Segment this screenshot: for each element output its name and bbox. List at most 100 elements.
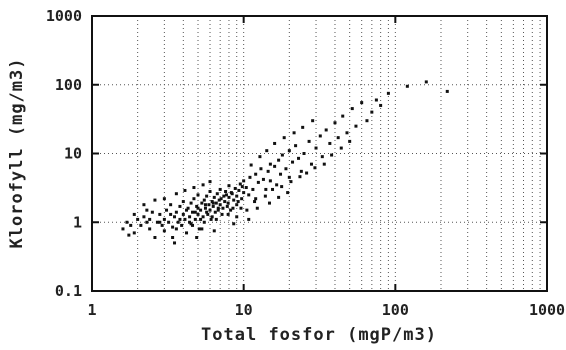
data-point: [320, 155, 324, 159]
data-point: [192, 186, 196, 190]
data-point: [201, 215, 205, 219]
data-point: [318, 134, 322, 138]
data-point: [222, 194, 226, 198]
data-point: [165, 208, 169, 212]
data-point: [125, 220, 129, 224]
data-point: [158, 220, 162, 224]
data-point: [255, 206, 259, 210]
data-point: [256, 180, 260, 184]
data-point: [176, 220, 180, 224]
data-point: [181, 200, 185, 204]
data-point: [247, 193, 251, 197]
data-point: [185, 208, 189, 212]
data-point: [324, 128, 328, 132]
data-point: [229, 208, 233, 212]
data-point: [333, 121, 337, 125]
x-axis-label: Total fosfor (mgP/m3): [201, 325, 437, 345]
data-point: [191, 210, 195, 214]
data-point: [214, 217, 218, 221]
data-point: [169, 212, 173, 216]
data-point: [153, 198, 157, 202]
data-point: [239, 206, 243, 210]
data-point: [214, 201, 218, 205]
data-point: [245, 208, 249, 212]
data-point: [174, 227, 178, 231]
data-point: [386, 91, 390, 95]
data-point: [185, 231, 189, 235]
data-point: [200, 201, 204, 205]
data-point: [322, 162, 326, 166]
data-point: [148, 217, 152, 221]
data-point: [244, 186, 248, 190]
data-point: [445, 89, 449, 93]
data-point: [208, 180, 212, 184]
data-point: [162, 229, 166, 233]
data-point: [309, 162, 313, 166]
data-point: [221, 206, 225, 210]
data-point: [217, 198, 221, 202]
data-point: [253, 200, 257, 204]
data-point: [178, 217, 182, 221]
data-point: [258, 155, 262, 159]
data-point: [328, 141, 332, 145]
data-point: [254, 172, 258, 176]
data-point: [298, 175, 302, 179]
data-point: [231, 206, 235, 210]
data-point: [280, 185, 284, 189]
x-tick-label: 100: [382, 301, 409, 319]
data-point: [203, 203, 207, 207]
data-point: [202, 198, 206, 202]
data-point: [277, 158, 281, 162]
data-point: [275, 183, 279, 187]
data-point: [259, 167, 263, 171]
data-point: [199, 217, 203, 221]
data-point: [254, 197, 258, 201]
data-point: [196, 193, 200, 197]
data-point: [336, 136, 340, 140]
data-point: [263, 194, 267, 198]
data-point: [365, 119, 369, 123]
data-point: [183, 217, 187, 221]
data-point: [233, 186, 237, 190]
data-point: [287, 149, 291, 153]
data-point: [205, 210, 209, 214]
data-point: [208, 190, 212, 194]
data-point: [160, 223, 164, 227]
data-point: [199, 208, 203, 212]
data-point: [227, 195, 231, 199]
data-point: [153, 236, 157, 240]
data-point: [405, 84, 409, 88]
y-tick-label: 100: [55, 76, 82, 94]
data-point: [379, 103, 383, 107]
data-point: [264, 187, 268, 191]
data-point: [197, 227, 201, 231]
data-point: [232, 198, 236, 202]
data-point: [370, 110, 374, 114]
data-point: [189, 222, 193, 226]
y-tick-label: 0.1: [55, 282, 82, 300]
data-point: [145, 220, 149, 224]
data-point: [248, 175, 252, 179]
data-point: [188, 220, 192, 224]
data-point: [212, 195, 216, 199]
data-point: [216, 208, 220, 212]
data-point: [268, 179, 272, 183]
data-point: [277, 195, 281, 199]
y-tick-label: 1000: [46, 7, 82, 25]
data-point: [302, 152, 306, 155]
data-point: [229, 191, 233, 195]
data-point: [299, 169, 303, 173]
data-point: [150, 210, 154, 214]
data-point: [188, 215, 192, 219]
data-point: [167, 220, 171, 224]
data-point: [183, 188, 187, 192]
data-point: [196, 212, 200, 216]
data-point: [196, 206, 200, 210]
data-point: [240, 185, 244, 189]
data-point: [192, 197, 196, 201]
data-point: [178, 204, 182, 208]
data-point: [200, 227, 204, 231]
data-point: [210, 200, 214, 204]
data-point: [173, 215, 177, 219]
data-point: [132, 212, 136, 216]
